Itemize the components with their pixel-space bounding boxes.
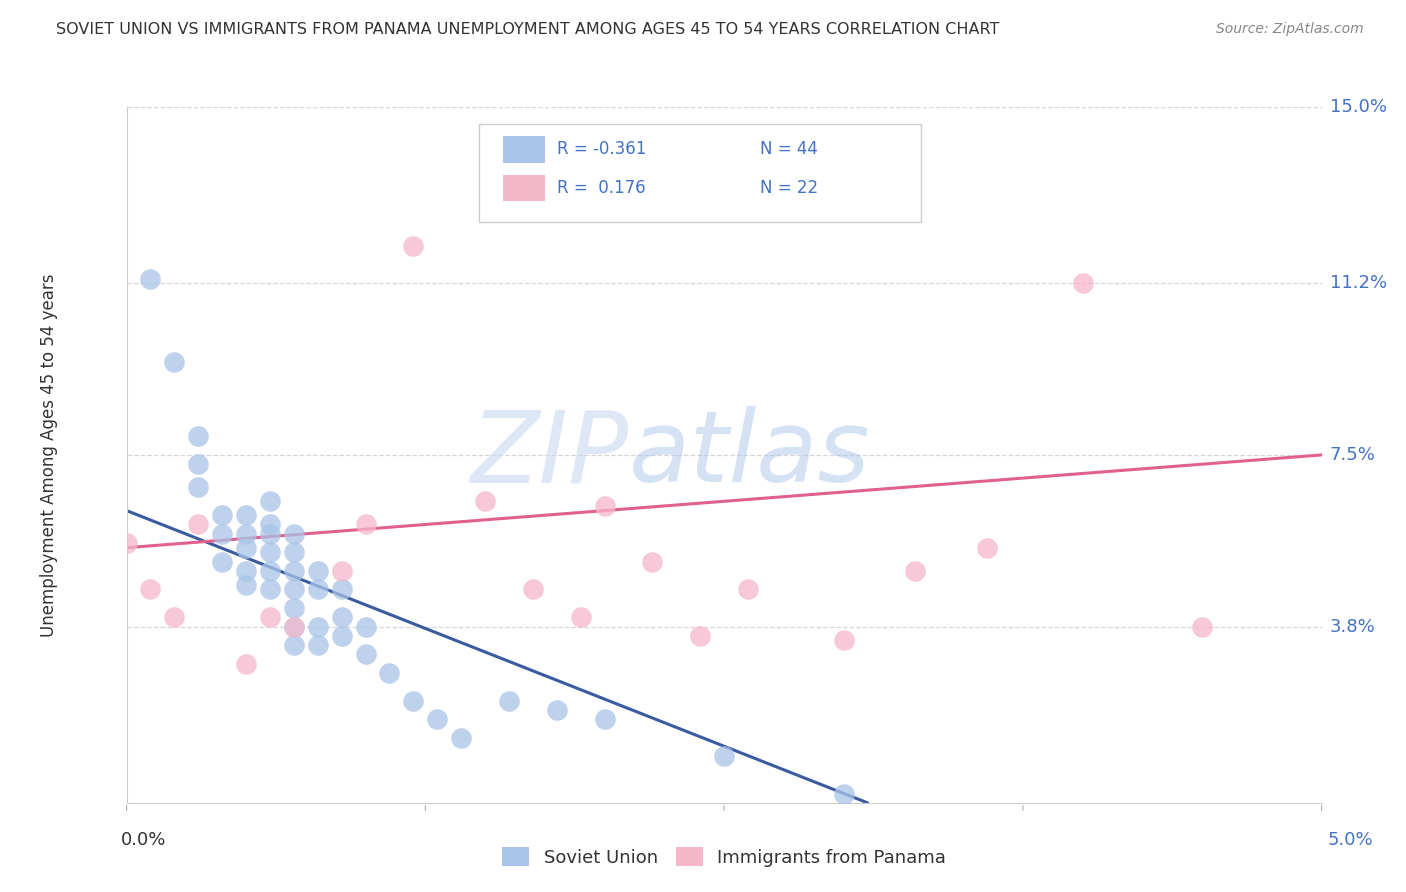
Text: 11.2%: 11.2% <box>1330 275 1388 293</box>
Point <box>498 694 520 708</box>
Point <box>187 457 209 471</box>
Point <box>307 582 329 597</box>
Point <box>259 610 281 624</box>
Text: Unemployment Among Ages 45 to 54 years: Unemployment Among Ages 45 to 54 years <box>39 273 58 637</box>
Point <box>211 526 233 541</box>
Point <box>235 526 257 541</box>
Point <box>426 712 449 726</box>
Text: 7.5%: 7.5% <box>1330 446 1376 464</box>
Text: R = -0.361: R = -0.361 <box>557 140 647 159</box>
Point <box>307 619 329 633</box>
Text: Source: ZipAtlas.com: Source: ZipAtlas.com <box>1216 22 1364 37</box>
Point <box>235 657 257 671</box>
Point <box>235 578 257 592</box>
Point <box>211 508 233 523</box>
Point <box>546 703 568 717</box>
Point <box>330 564 353 578</box>
Point <box>283 638 305 652</box>
Point <box>522 582 544 597</box>
Legend: Soviet Union, Immigrants from Panama: Soviet Union, Immigrants from Panama <box>495 840 953 874</box>
Text: SOVIET UNION VS IMMIGRANTS FROM PANAMA UNEMPLOYMENT AMONG AGES 45 TO 54 YEARS CO: SOVIET UNION VS IMMIGRANTS FROM PANAMA U… <box>56 22 1000 37</box>
Point <box>307 564 329 578</box>
Point <box>163 355 186 369</box>
Point <box>689 629 711 643</box>
Text: ZIP: ZIP <box>470 407 628 503</box>
Text: 3.8%: 3.8% <box>1330 617 1375 635</box>
Point <box>593 499 616 513</box>
Point <box>187 429 209 443</box>
Point <box>307 638 329 652</box>
Point <box>593 712 616 726</box>
Text: 0.0%: 0.0% <box>121 830 166 848</box>
FancyBboxPatch shape <box>503 136 544 162</box>
Point <box>139 582 162 597</box>
Point <box>259 564 281 578</box>
Text: 15.0%: 15.0% <box>1330 98 1386 116</box>
Point <box>187 517 209 532</box>
Point <box>259 517 281 532</box>
Point <box>569 610 592 624</box>
Point <box>259 526 281 541</box>
Point <box>211 555 233 569</box>
Point <box>354 648 377 662</box>
Point <box>474 494 496 508</box>
Point <box>259 545 281 559</box>
Point <box>235 508 257 523</box>
Text: atlas: atlas <box>628 407 870 503</box>
Point <box>832 787 855 801</box>
Point <box>283 619 305 633</box>
Point <box>737 582 759 597</box>
Point <box>354 517 377 532</box>
Point <box>283 619 305 633</box>
Point <box>330 610 353 624</box>
Point <box>259 494 281 508</box>
Point <box>283 582 305 597</box>
Point <box>115 536 138 550</box>
Point <box>450 731 472 745</box>
Point <box>976 541 998 555</box>
Point <box>330 629 353 643</box>
Point <box>235 541 257 555</box>
Point <box>283 545 305 559</box>
Point <box>163 610 186 624</box>
Point <box>139 271 162 285</box>
Point <box>378 665 401 680</box>
Point <box>235 564 257 578</box>
Text: 5.0%: 5.0% <box>1327 830 1374 848</box>
Point <box>330 582 353 597</box>
Point <box>402 694 425 708</box>
FancyBboxPatch shape <box>479 124 921 222</box>
Point <box>1191 619 1213 633</box>
Point <box>402 239 425 253</box>
Point <box>832 633 855 648</box>
Point <box>283 526 305 541</box>
Point <box>283 564 305 578</box>
Point <box>904 564 927 578</box>
Point <box>354 619 377 633</box>
Text: N = 44: N = 44 <box>759 140 818 159</box>
Point <box>713 749 735 764</box>
Point <box>259 582 281 597</box>
Text: N = 22: N = 22 <box>759 178 818 197</box>
Point <box>283 601 305 615</box>
Point <box>187 480 209 494</box>
Point <box>641 555 664 569</box>
Text: R =  0.176: R = 0.176 <box>557 178 645 197</box>
Point <box>1071 277 1094 291</box>
FancyBboxPatch shape <box>503 175 544 201</box>
